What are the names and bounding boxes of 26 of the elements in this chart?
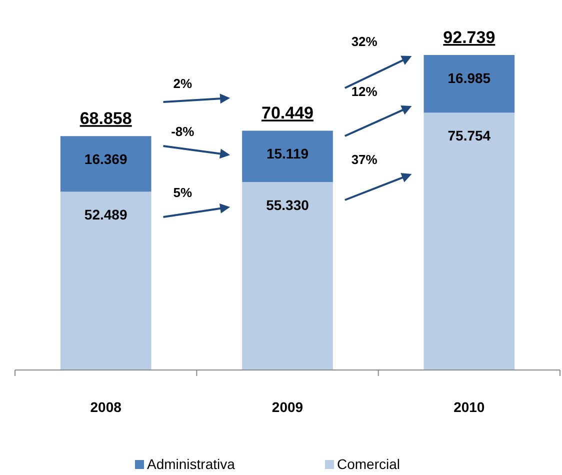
annotation: -8% — [171, 124, 195, 139]
bar — [60, 192, 152, 370]
total-label: 92.739 — [443, 28, 496, 47]
annotation: 5% — [173, 185, 192, 200]
bar — [242, 130, 333, 182]
legend-label: Comercial — [337, 456, 400, 472]
text: 32% — [351, 34, 378, 49]
data-label: 16.985 — [448, 70, 491, 86]
bar — [242, 182, 333, 370]
x-tick-label: 2008 — [90, 399, 122, 415]
bar — [424, 55, 515, 113]
data-label: 15.119 — [266, 146, 309, 162]
x-tick-label: 2010 — [454, 399, 485, 415]
data-label: 75.754 — [448, 128, 491, 144]
data-label: 52.489 — [84, 206, 128, 223]
data-label: 55.330 — [266, 197, 310, 214]
x-tick-label: 2009 — [272, 399, 304, 415]
data-label: 16.369 — [84, 151, 128, 168]
annotation: 37% — [351, 152, 378, 167]
bar — [60, 136, 152, 192]
annotation: 2% — [173, 76, 192, 91]
total-label: 70.449 — [262, 104, 314, 123]
total-label: 68.858 — [80, 109, 132, 128]
legend-label: Administrativa — [147, 456, 236, 472]
annotation: 12% — [351, 84, 378, 99]
bar — [424, 112, 515, 370]
